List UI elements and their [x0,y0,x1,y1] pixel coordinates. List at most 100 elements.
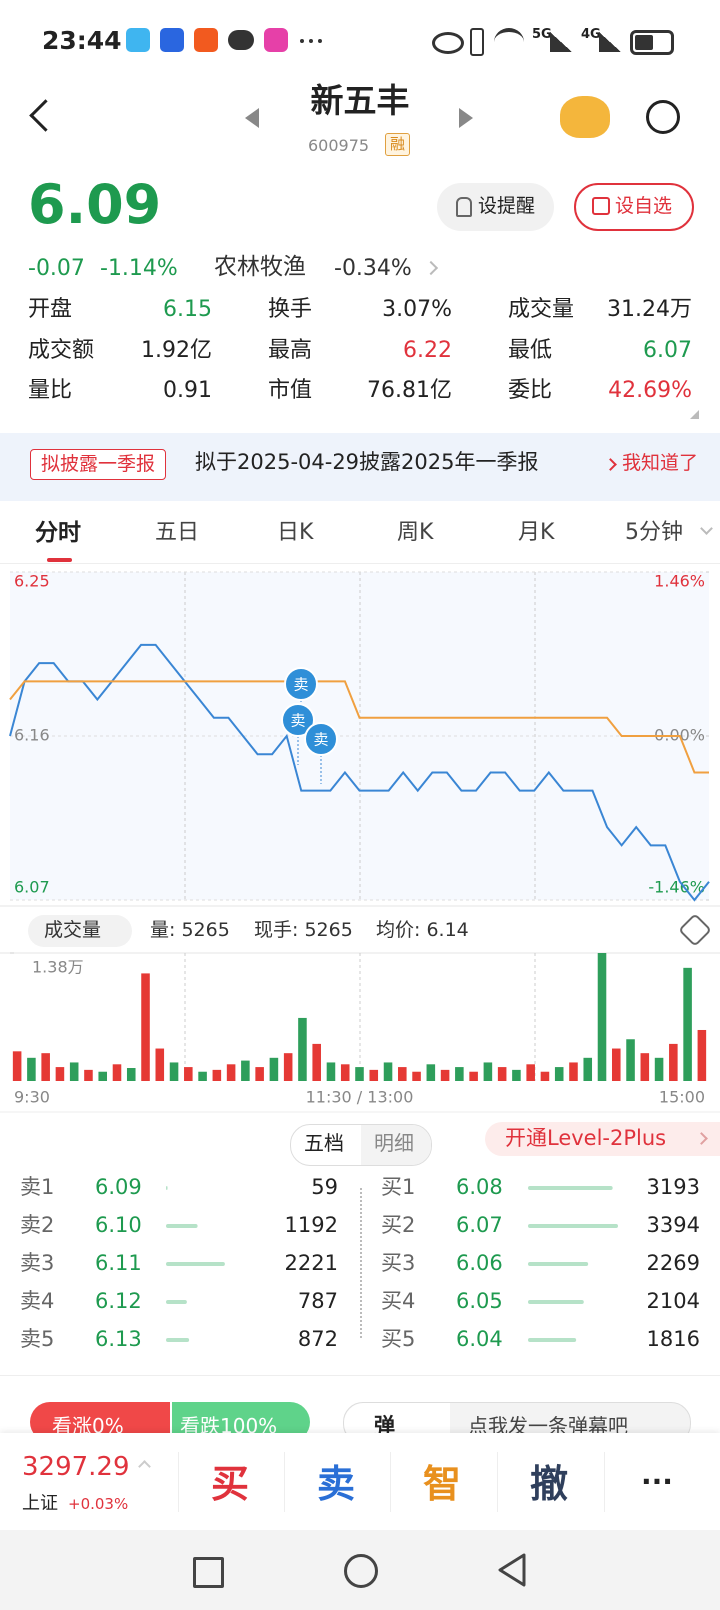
volume-bar [41,1053,50,1081]
orderbook-volume: 872 [297,1327,338,1351]
orderbook-tab[interactable]: 五档 [304,1131,344,1155]
orderbook-price: 6.11 [95,1251,142,1275]
search-button[interactable] [646,100,680,134]
back-triangle [498,1553,526,1587]
stat-label: 最高 [268,338,313,363]
app-icon [264,28,288,52]
volume-bar [554,1067,564,1081]
cancel-button[interactable]: 撤 [530,1462,569,1506]
tab[interactable]: 周K [397,520,434,545]
sell-button[interactable]: 卖 [317,1462,356,1506]
bearish-label: 看跌100% [180,1414,278,1438]
volume-bar [512,1069,521,1081]
next-stock[interactable] [459,108,473,128]
stat-value: 42.69% [608,378,692,403]
series-line [9,643,710,902]
tab[interactable]: 5分钟 [625,520,683,545]
stat-label: 换手 [268,297,313,322]
app-icon [160,28,184,52]
smart-button[interactable]: 智 [423,1462,462,1506]
signal-icon [599,32,621,52]
stat-value: 76.81亿 [367,378,452,403]
volume-bar [611,1048,621,1081]
orderbook-price: 6.04 [456,1327,503,1351]
volume-bar [141,973,150,1081]
volume-bar [198,1071,207,1081]
eye-icon [432,32,464,54]
sell-marker [281,703,315,737]
depth-bar [166,1262,225,1266]
orderbook-label: 买5 [381,1327,416,1351]
depth-bar [528,1224,618,1228]
notice-text: 拟于2025-04-29披露2025年一季报 [195,450,539,474]
volume-bar [383,1062,393,1081]
volume-bar [640,1053,650,1081]
volume-bar [55,1067,65,1081]
volume-bar [69,1062,79,1081]
volume-selector[interactable] [28,915,132,947]
stat-label: 委比 [508,378,553,403]
divider [360,1188,362,1338]
time-label: 9:30 [14,1088,50,1107]
orderbook-label: 买4 [381,1289,416,1313]
orderbook-volume: 2104 [646,1289,700,1313]
prev-stock[interactable] [245,108,259,128]
tab-active[interactable]: 分时 [35,520,81,546]
orderbook-price: 6.07 [456,1213,503,1237]
volume-bar [426,1064,436,1081]
orderbook-volume: 2269 [646,1251,700,1275]
watchlist-button-label: 设自选 [615,195,673,217]
volume-bar [98,1071,108,1081]
volume-bar [369,1069,379,1081]
orderbook-price: 6.08 [456,1175,503,1199]
volume-bar [298,1017,307,1081]
tab[interactable]: 月K [518,520,555,545]
action-bar [0,1433,720,1530]
orderbook-price: 6.13 [95,1327,142,1351]
price-change-pct: -1.14% [100,256,178,281]
network-label: 4G [581,27,601,42]
divider [390,1452,391,1512]
notice-action[interactable]: 我知道了 [622,452,699,474]
watchlist-button[interactable] [574,183,694,231]
index-name: 上证 [22,1493,58,1514]
volume-bar [184,1067,193,1081]
divider [497,1452,498,1512]
back-nav[interactable] [494,1552,530,1588]
volume-bar [469,1071,478,1081]
orderbook-label: 卖3 [20,1251,55,1275]
divider [284,1452,285,1512]
orderbook-volume: 3193 [646,1175,700,1199]
volume-bar [312,1043,321,1081]
stat-value: 1.92亿 [141,338,212,363]
watchlist-icon [592,197,610,215]
tab[interactable]: 日K [277,520,314,545]
recents-button[interactable] [193,1557,224,1588]
volume-bar [226,1064,236,1081]
divider [0,563,720,564]
orderbook-tab[interactable]: 明细 [374,1131,414,1155]
buy-button[interactable]: 买 [211,1462,250,1506]
more-button[interactable]: ··· [641,1465,673,1498]
sector-name[interactable]: 农林牧渔 [214,254,306,280]
tab[interactable]: 五日 [155,520,200,545]
home-button[interactable] [344,1554,378,1588]
index-change: +0.03% [68,1495,129,1513]
volume-bar [526,1064,535,1081]
mascot-icon[interactable] [560,96,610,138]
level2-banner[interactable] [485,1122,720,1156]
volume-bar [169,1062,179,1081]
volume-info: 现手: 5265 [254,919,353,941]
sell-marker-label: 卖 [293,676,308,694]
volume-info: 量: 5265 [150,919,230,941]
expand-corner[interactable] [690,410,699,419]
stock-name: 新五丰 [310,81,410,120]
orderbook-label: 买3 [381,1251,416,1275]
network-label: 5G [532,27,552,42]
stat-value: 6.07 [643,338,692,363]
volume-bar [84,1069,93,1081]
sector-change: -0.34% [334,256,412,281]
index-value[interactable]: 3297.29 [22,1452,130,1482]
